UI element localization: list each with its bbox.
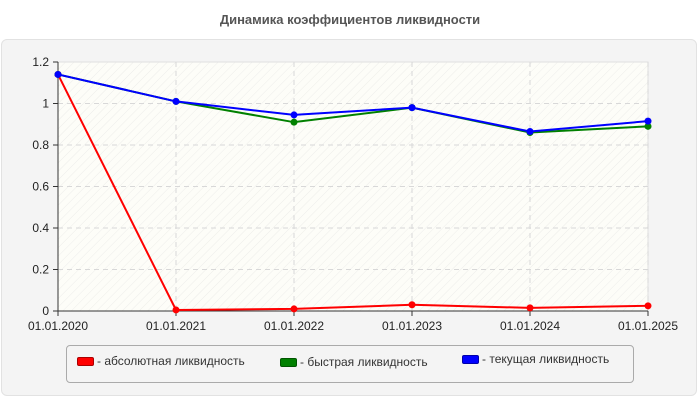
svg-text:01.01.2021: 01.01.2021 [146, 319, 206, 333]
svg-text:0.4: 0.4 [32, 221, 49, 235]
chart-title: Динамика коэффициентов ликвидности [219, 12, 481, 27]
legend-swatch-blue [462, 354, 479, 364]
legend-swatch-green [280, 357, 297, 367]
legend-item-current: - текущая ликвидность [462, 352, 609, 366]
svg-text:01.01.2025: 01.01.2025 [618, 319, 678, 333]
legend-label: - текущая ликвидность [482, 352, 610, 366]
data-series [54, 70, 652, 314]
svg-text:1: 1 [42, 97, 49, 111]
svg-text:01.01.2020: 01.01.2020 [28, 319, 88, 333]
axes: 0 0.2 0.4 0.6 0.8 1 1.2 01.01.2020 01.01.2021 01.… [28, 55, 678, 333]
plot-area [57, 61, 649, 312]
svg-text:1.2: 1.2 [32, 55, 49, 69]
grid-lines [58, 62, 649, 311]
svg-text:01.01.2023: 01.01.2023 [382, 319, 442, 333]
legend-item-absolute: - абсолютная ликвидность [77, 354, 245, 368]
legend-label: - абсолютная ликвидность [97, 354, 245, 368]
legend-swatch-red [77, 356, 94, 366]
svg-text:0: 0 [42, 304, 49, 318]
legend-item-quick: - быстрая ликвидность [280, 355, 428, 369]
svg-text:01.01.2024: 01.01.2024 [500, 319, 560, 333]
legend-label: - быстрая ликвидность [300, 355, 428, 369]
chart-legend: - абсолютная ликвидность - быстрая ликви… [66, 345, 634, 383]
svg-text:0.8: 0.8 [32, 138, 49, 152]
svg-text:0.6: 0.6 [32, 180, 49, 194]
svg-text:0.2: 0.2 [32, 263, 49, 277]
svg-text:01.01.2022: 01.01.2022 [264, 319, 324, 333]
